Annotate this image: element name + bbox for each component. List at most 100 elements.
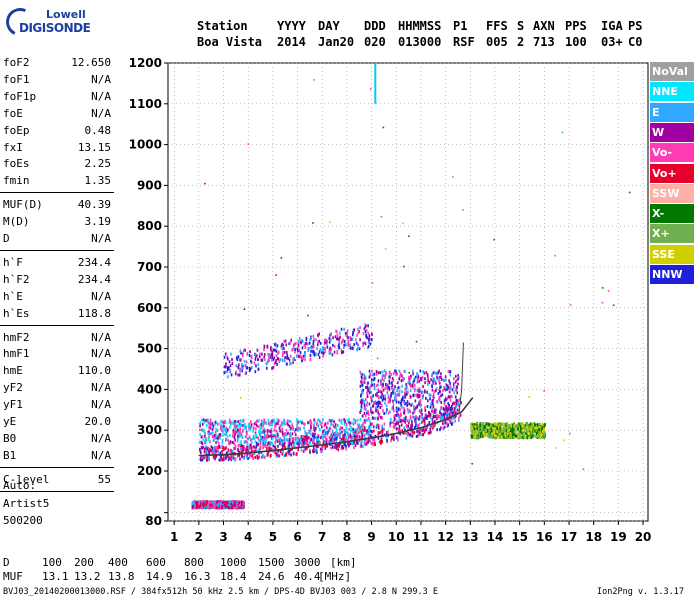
echo-point: [318, 442, 320, 446]
echo-point: [381, 440, 383, 444]
echo-point: [222, 504, 224, 508]
echo-point: [242, 506, 244, 510]
echo-point: [270, 430, 272, 434]
echo-point: [317, 433, 319, 437]
echo-point: [283, 438, 286, 442]
echo-point: [215, 505, 218, 509]
echo-point: [216, 502, 218, 506]
echo-point: [207, 505, 210, 509]
echo-point: [428, 411, 431, 415]
echo-point: [296, 424, 298, 428]
echo-point: [208, 505, 210, 509]
echo-point: [271, 432, 273, 436]
x-tick-label: 18: [585, 530, 602, 544]
echo-point: [533, 429, 536, 433]
echo-point: [305, 435, 308, 439]
echo-point: [361, 372, 364, 376]
echo-point: [228, 442, 230, 446]
echo-point: [242, 501, 245, 505]
echo-point: [232, 504, 234, 508]
echo-point: [278, 454, 280, 458]
echo-point: [256, 454, 259, 458]
echo-point: [237, 444, 240, 448]
echo-point: [252, 456, 254, 460]
echo-point: [284, 432, 286, 436]
echo-point: [372, 394, 375, 398]
echo-point: [540, 432, 542, 436]
echo-point: [424, 408, 427, 412]
echo-point: [503, 429, 506, 433]
echo-point: [424, 423, 427, 427]
echo-point: [230, 452, 233, 456]
echo-point: [509, 436, 512, 440]
echo-point: [236, 500, 239, 504]
echo-point: [273, 356, 276, 360]
echo-point: [359, 384, 362, 388]
echo-point: [263, 455, 266, 459]
echo-point: [373, 401, 376, 405]
echo-point: [389, 371, 391, 375]
echo-point: [320, 450, 322, 454]
echo-point: [520, 428, 523, 432]
echo-point: [395, 369, 397, 373]
echo-point: [257, 358, 259, 362]
echo-point: [363, 407, 366, 411]
echo-point: [313, 438, 315, 442]
echo-point: [508, 430, 511, 434]
echo-point: [433, 377, 435, 381]
echo-point: [323, 440, 325, 444]
echo-point: [221, 501, 224, 505]
echo-point: [232, 428, 235, 432]
echo-point: [206, 454, 209, 458]
echo-point: [360, 398, 363, 402]
echo-point: [506, 431, 509, 435]
echo-point: [345, 424, 348, 428]
echo-point: [532, 422, 535, 426]
echo-point: [231, 506, 233, 510]
echo-point: [382, 397, 385, 401]
legend-item-noval: NoVal: [650, 62, 694, 81]
echo-point: [494, 434, 497, 438]
echo-point: [543, 433, 545, 437]
echo-point: [242, 501, 244, 505]
echo-point: [239, 422, 241, 426]
echo-point: [258, 419, 260, 423]
echo-point: [503, 434, 505, 438]
echo-point: [381, 370, 384, 374]
echo-point: [280, 439, 283, 443]
echo-point: [537, 429, 540, 433]
echo-point: [343, 343, 345, 347]
echo-point: [237, 452, 239, 456]
echo-point: [237, 429, 239, 433]
echo-point: [304, 430, 306, 434]
echo-point: [239, 504, 241, 508]
echo-point: [260, 438, 262, 442]
echo-point: [504, 432, 506, 436]
echo-point: [436, 371, 438, 375]
echo-point: [209, 500, 212, 504]
echo-point: [361, 430, 364, 434]
echo-point: [242, 419, 244, 423]
echo-point: [239, 369, 241, 373]
echo-point: [196, 506, 199, 510]
echo-point: [372, 404, 374, 408]
echo-point: [385, 385, 388, 389]
echo-point: [430, 423, 433, 427]
echo-point: [509, 431, 512, 435]
echo-point: [318, 332, 320, 336]
echo-point: [392, 433, 395, 437]
echo-point: [250, 361, 253, 365]
echo-point: [511, 425, 514, 429]
echo-point: [302, 449, 305, 453]
echo-point: [329, 351, 332, 355]
echo-point: [507, 434, 510, 438]
echo-point: [292, 452, 295, 456]
echo-point: [471, 424, 473, 428]
echo-point: [211, 446, 214, 450]
echo-point: [282, 343, 284, 347]
echo-point: [542, 423, 544, 427]
echo-point: [495, 423, 498, 427]
echo-point: [245, 426, 247, 430]
echo-point: [447, 406, 449, 410]
echo-point: [343, 418, 345, 422]
